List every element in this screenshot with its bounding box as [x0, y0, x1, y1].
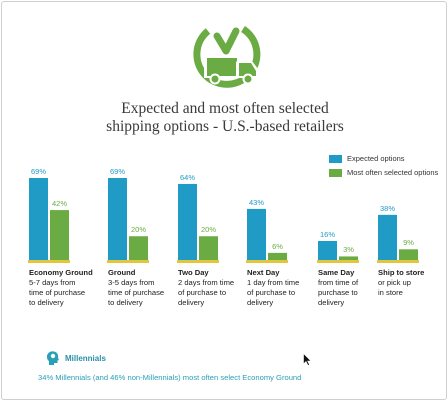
category-detail-line: to delivery	[108, 298, 143, 307]
head-profile-icon	[46, 351, 59, 365]
legend-item-expected: Expected options	[329, 154, 405, 163]
value-label-expected-1: 69%	[109, 167, 125, 176]
category-detail-line: from time of	[318, 278, 359, 287]
category-detail-line: in store	[378, 288, 403, 297]
legend-item-selected: Most often selected options	[329, 168, 438, 177]
category-label-4: Same Day from time of purchase to delivery	[318, 268, 396, 308]
category-detail-line: delivery	[247, 298, 274, 307]
bar-selected-3	[268, 252, 287, 260]
chart-title-line-2: shipping options - U.S.-based retailers	[106, 118, 344, 135]
value-label-expected-4: 16%	[319, 229, 335, 239]
category-detail-line: to delivery	[29, 298, 64, 307]
value-label-selected-1: 20%	[130, 225, 146, 235]
bar-selected-5	[399, 249, 418, 260]
category-detail-line: 2 days from time	[178, 278, 235, 287]
bar-expected-3	[247, 208, 266, 260]
value-label-selected-3: 6%	[272, 241, 283, 251]
category-name: Ship to store	[378, 268, 425, 277]
category-detail-line: 5-7 days from	[29, 278, 76, 287]
category-name: Ground	[108, 268, 136, 277]
category-label-3: Next Day 1 day from time of purchase to del…	[247, 268, 325, 308]
bar-selected-4	[339, 256, 358, 260]
legend-label-selected: Most often selected options	[347, 168, 439, 177]
baseline-5	[377, 260, 419, 263]
bar-selected-0	[50, 210, 69, 260]
baseline-4	[317, 260, 359, 263]
bar-chart	[28, 178, 419, 263]
category-detail-line: time of purchase	[29, 288, 86, 297]
value-label-expected-5: 38%	[379, 203, 395, 213]
value-label-selected-5: 9%	[403, 238, 414, 248]
category-detail-line: of purchase to	[247, 288, 296, 297]
bar-expected-1	[108, 178, 127, 260]
category-name: Two Day	[178, 268, 209, 277]
legend-label-expected: Expected options	[347, 154, 405, 163]
category-detail-line: delivery	[318, 298, 345, 307]
value-label-selected-4: 3%	[343, 245, 354, 255]
category-detail-line: delivery	[178, 298, 205, 307]
category-name: Economy Ground	[29, 268, 93, 277]
baseline-0	[28, 260, 70, 263]
chart-title-line-1: Expected and most often selected	[121, 100, 329, 117]
delivery-truck-clock-icon	[193, 26, 261, 88]
baseline-2	[177, 260, 219, 263]
millennials-label: Millennials	[65, 353, 106, 363]
category-detail-line: of purchase to	[178, 288, 227, 297]
baseline-1	[107, 260, 149, 263]
millennials-footnote: 34% Millennials (and 46% non-Millennials…	[38, 373, 302, 382]
bar-expected-5	[378, 214, 397, 260]
category-detail-line: purchase to	[318, 288, 358, 297]
category-detail-line: or pick up	[378, 278, 411, 287]
category-label-1: Ground 3-5 days from time of purchase to de…	[108, 268, 186, 308]
bar-expected-4	[318, 240, 337, 260]
millennials-callout: Millennials	[46, 350, 106, 366]
category-detail-line: time of purchase	[108, 288, 165, 297]
mouse-cursor-icon	[303, 353, 312, 366]
category-name: Next Day	[247, 268, 280, 277]
legend-swatch-expected	[329, 154, 342, 163]
bar-selected-1	[129, 236, 148, 260]
value-label-expected-3: 43%	[248, 197, 264, 207]
category-name: Same Day	[318, 268, 355, 277]
category-detail-line: 3-5 days from	[108, 278, 155, 287]
category-label-2: Two Day 2 days from time of purchase to del…	[178, 268, 256, 308]
baseline-3	[246, 260, 288, 263]
category-label-5: Ship to store or pick up in store	[378, 268, 446, 298]
bar-expected-2	[178, 183, 197, 260]
value-label-selected-2: 20%	[200, 225, 216, 235]
value-label-selected-0: 42%	[51, 199, 67, 209]
legend-swatch-selected	[329, 168, 342, 177]
value-label-expected-0: 69%	[30, 167, 46, 176]
bar-selected-2	[199, 236, 218, 260]
bar-expected-0	[29, 178, 48, 260]
category-label-0: Economy Ground 5-7 days from time of purch…	[29, 268, 107, 308]
value-label-expected-2: 64%	[179, 172, 195, 182]
category-detail-line: 1 day from time	[247, 278, 300, 287]
